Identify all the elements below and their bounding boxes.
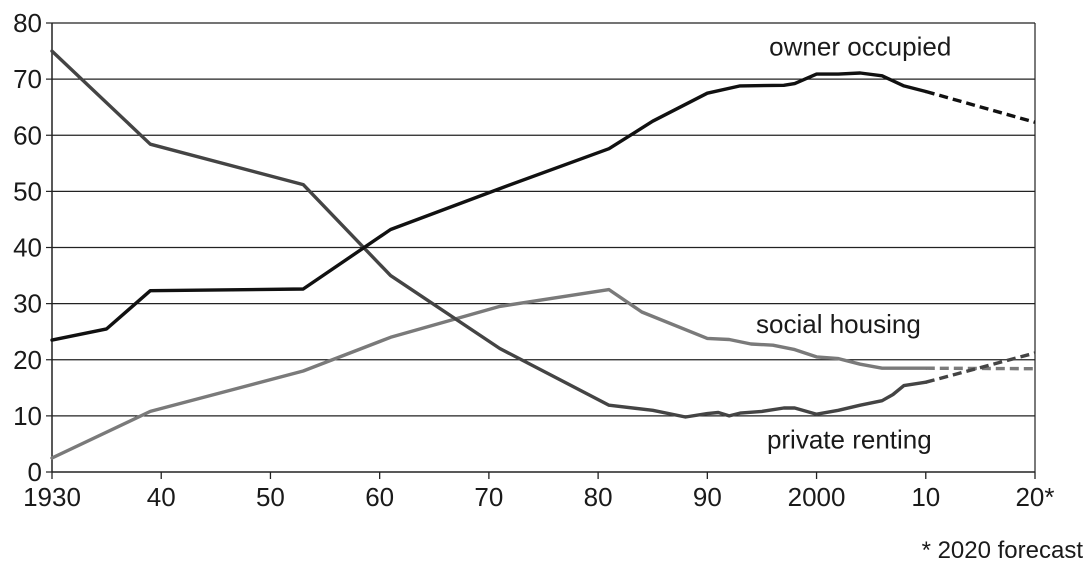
forecast-line-private-renting: [925, 351, 1036, 384]
x-tick-label: 20*: [1015, 482, 1054, 512]
x-tick-label: 50: [256, 482, 285, 512]
x-tick-label: 80: [584, 482, 613, 512]
y-tick-label: 50: [13, 176, 42, 206]
series-line-social-housing: [50, 287, 928, 460]
y-tick-label: 30: [13, 289, 42, 319]
series-label-social-housing: social housing: [756, 309, 921, 339]
series-line-owner-occupied: [50, 71, 928, 342]
x-tick-label: 2000: [788, 482, 846, 512]
forecast-line-social-housing: [925, 366, 1036, 371]
y-tick-label: 60: [13, 120, 42, 150]
x-tick-label: 70: [474, 482, 503, 512]
x-tick-label: 40: [147, 482, 176, 512]
y-tick-label: 10: [13, 401, 42, 431]
forecast-line-owner-occupied: [925, 89, 1036, 124]
y-tick-label: 70: [13, 64, 42, 94]
x-axis: 1930 40 50 60 70 80 90 2000 10 20*: [23, 472, 1055, 512]
forecast-footnote: * 2020 forecast: [922, 537, 1084, 564]
series-label-owner-occupied: owner occupied: [769, 32, 951, 62]
y-axis: 0 10 20 30 40 50 60 70 80: [13, 8, 52, 487]
y-tick-label: 0: [28, 457, 42, 487]
gridlines: [52, 22, 1035, 417]
y-tick-label: 20: [13, 345, 42, 375]
y-tick-label: 40: [13, 233, 42, 263]
series-line-private-renting: [50, 49, 928, 419]
x-tick-label: 10: [911, 482, 940, 512]
series-label-private-renting: private renting: [767, 424, 932, 454]
series-labels: owner occupied private renting social hous…: [756, 32, 951, 455]
x-tick-label: 90: [693, 482, 722, 512]
x-tick-label: 1930: [23, 482, 81, 512]
x-tick-label: 60: [365, 482, 394, 512]
series-lines: [50, 49, 1036, 460]
y-tick-label: 80: [13, 8, 42, 38]
